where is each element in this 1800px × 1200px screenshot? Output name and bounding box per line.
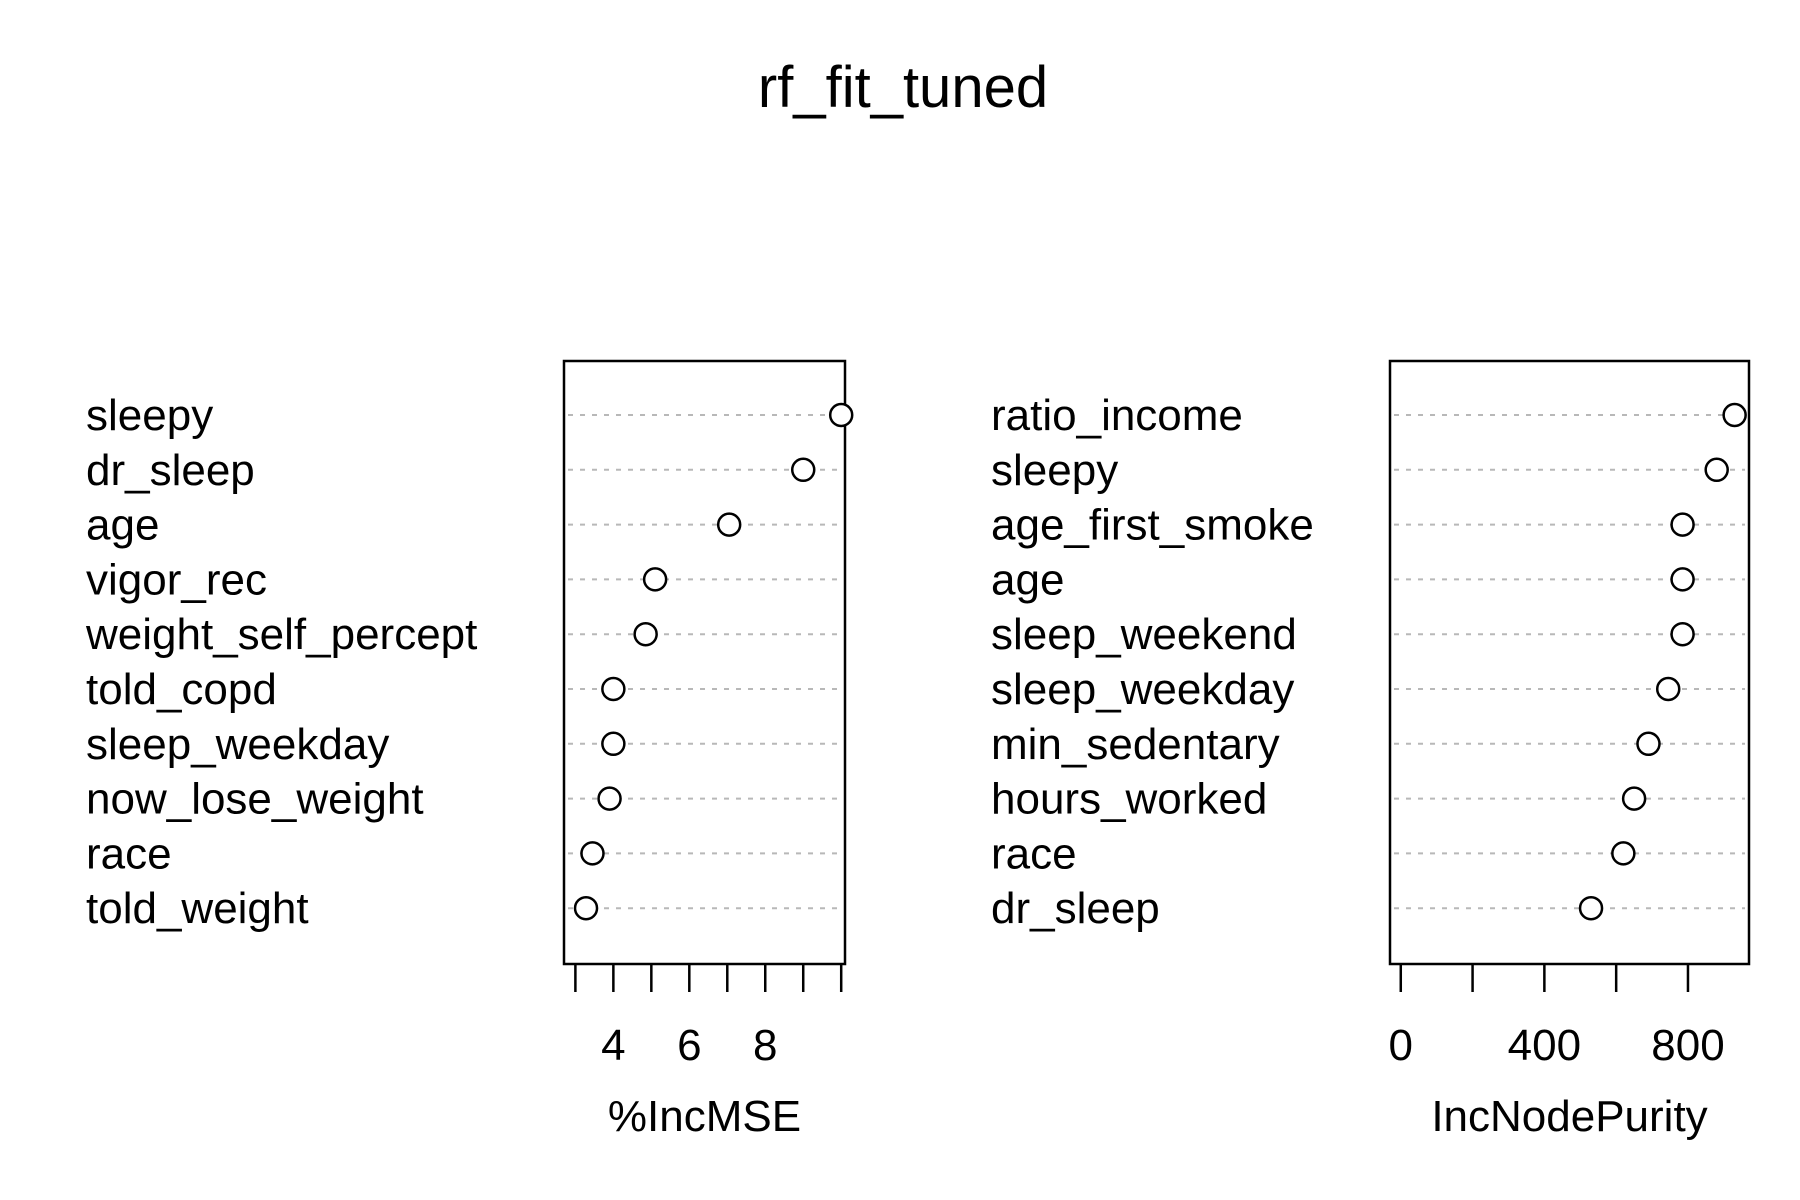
x-axis-title: %IncMSE (608, 1092, 801, 1141)
variable-label: dr_sleep (991, 884, 1160, 933)
data-point (790, 457, 816, 483)
chart-title: rf_fit_tuned (758, 55, 1048, 120)
tick-label: 0 (1389, 1021, 1413, 1070)
tick-label: 800 (1651, 1021, 1724, 1070)
data-point (601, 731, 626, 757)
tick-label: 400 (1508, 1021, 1581, 1070)
tick-label: 6 (677, 1021, 701, 1070)
variable-label: age_first_smoke (991, 501, 1314, 550)
variable-label: vigor_rec (86, 555, 267, 604)
data-point (1704, 457, 1729, 483)
data-point (580, 841, 605, 866)
plot-frame (562, 359, 847, 966)
data-point (573, 895, 599, 921)
variable-label: ratio_income (991, 391, 1243, 440)
variable-label: sleepy (991, 446, 1118, 495)
variable-label: dr_sleep (86, 446, 255, 495)
variable-label: sleep_weekend (991, 610, 1297, 659)
data-point (1670, 621, 1695, 647)
variable-label: sleep_weekday (86, 720, 389, 769)
variable-label: race (991, 829, 1077, 878)
data-point (1655, 676, 1681, 702)
variable-label: now_lose_weight (86, 775, 424, 824)
data-point (1722, 402, 1747, 428)
data-point (828, 402, 854, 428)
data-point (716, 512, 742, 537)
tick-label: 8 (753, 1021, 777, 1070)
data-point (633, 621, 658, 647)
data-point (1578, 895, 1604, 921)
data-point (1621, 786, 1647, 811)
variable-label: sleepy (86, 391, 213, 440)
variable-label: weight_self_percept (85, 610, 477, 659)
data-point (642, 567, 668, 592)
variable-label: age (86, 501, 159, 550)
x-axis-title: IncNodePurity (1431, 1092, 1707, 1141)
data-point (597, 786, 622, 811)
data-point (1670, 567, 1695, 592)
tick-label: 4 (601, 1021, 625, 1070)
variable-label: race (86, 829, 172, 878)
variable-label: age (991, 555, 1064, 604)
data-point (1636, 731, 1661, 757)
variable-label: hours_worked (991, 775, 1267, 824)
variable-label: min_sedentary (991, 720, 1280, 769)
plot-frame (1388, 359, 1751, 966)
variable-label: told_copd (86, 665, 277, 714)
data-point (1611, 841, 1636, 866)
variable-label: told_weight (86, 884, 309, 933)
data-point (1670, 512, 1695, 537)
variable-label: sleep_weekday (991, 665, 1294, 714)
data-point (601, 676, 626, 702)
